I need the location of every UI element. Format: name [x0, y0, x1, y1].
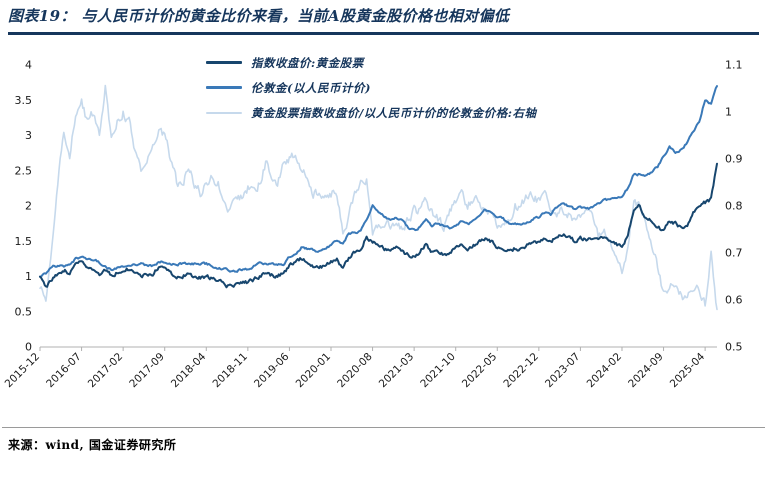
- left-axis-tick-label: 3: [25, 129, 32, 142]
- source-divider: [2, 426, 765, 428]
- x-axis-tick-label: 2019-06: [252, 350, 292, 390]
- legend-line-swatch: [206, 61, 242, 64]
- left-axis-tick-label: 0: [25, 340, 32, 353]
- chart-legend: 指数收盘价:黄金股票 伦敦金(以人民币计价) 黄金股票指数收盘价/以人民币计价的伦敦…: [206, 55, 536, 121]
- right-axis-tick-label: 0.9: [725, 152, 743, 165]
- left-axis-tick-label: 2.5: [15, 164, 33, 177]
- x-axis-tick-label: 2017-02: [86, 350, 126, 390]
- legend-item-gold-stock-index: 指数收盘价:黄金股票: [206, 55, 536, 71]
- x-axis-tick-label: 2016-07: [44, 350, 84, 390]
- left-axis-tick-label: 3.5: [15, 93, 33, 106]
- left-axis-tick-label: 2: [25, 199, 32, 212]
- x-axis-tick-label: 2015-12: [3, 350, 43, 390]
- legend-label: 指数收盘价:黄金股票: [251, 55, 364, 70]
- series-line-ratio-right-axis: [39, 84, 718, 310]
- x-axis-tick-label: 2021-03: [377, 350, 417, 390]
- chart-canvas: 4 3.5 3 2.5 2 1.5 1 0.5 0 1.1 1 0.9 0.8 0.7 0.6 0.5 2015…: [3, 58, 743, 390]
- right-axis-tick-label: 1: [725, 105, 732, 118]
- x-axis-tick-label: 2024-09: [626, 350, 666, 390]
- x-axis-tick-label: 2023-07: [543, 350, 583, 390]
- legend-label: 伦敦金(以人民币计价): [251, 80, 371, 95]
- x-axis-tick-label: 2017-09: [127, 350, 167, 390]
- right-axis-tick-label: 0.7: [725, 246, 743, 259]
- x-axis-tick-label: 2025-04: [668, 350, 708, 390]
- legend-line-swatch: [206, 111, 242, 114]
- left-axis-tick-label: 1: [25, 270, 32, 283]
- right-axis-tick-label: 0.8: [725, 199, 743, 212]
- x-axis-tick-label: 2020-08: [335, 350, 375, 390]
- x-axis-tick-label: 2020-01: [294, 350, 334, 390]
- legend-line-swatch: [206, 86, 242, 89]
- series-line-gold-stock-index: [39, 162, 718, 288]
- x-axis-tick-label: 2018-11: [210, 350, 250, 390]
- figure-title: 图表19： 与人民币计价的黄金比价来看，当前A股黄金股价格也相对偏低: [8, 7, 510, 25]
- title-underline-rule: [8, 31, 759, 35]
- left-axis-tick-label: 4: [25, 58, 32, 71]
- legend-item-ratio-right-axis: 黄金股票指数收盘价/以人民币计价的伦敦金价格:右轴: [206, 105, 536, 121]
- legend-item-london-gold-rmb: 伦敦金(以人民币计价): [206, 80, 536, 96]
- right-axis-tick-label: 0.5: [725, 340, 743, 353]
- left-axis-tick-label: 1.5: [15, 234, 33, 247]
- x-axis-tick-label: 2022-05: [460, 350, 500, 390]
- right-axis-tick-label: 1.1: [725, 58, 743, 71]
- x-axis-tick-label: 2021-10: [418, 350, 458, 390]
- x-axis-tick-label: 2022-12: [501, 350, 541, 390]
- right-axis-tick-label: 0.6: [725, 293, 743, 306]
- x-axis-tick-label: 2024-02: [585, 350, 625, 390]
- line-chart: 4 3.5 3 2.5 2 1.5 1 0.5 0 1.1 1 0.9 0.8 0.7 0.6 0.5 2015…: [0, 35, 767, 427]
- page-root: 图表19： 与人民币计价的黄金比价来看，当前A股黄金股价格也相对偏低 4 3.5 3…: [0, 0, 767, 452]
- source-note: 来源：wind, 国金证券研究所: [8, 437, 177, 452]
- legend-label: 黄金股票指数收盘价/以人民币计价的伦敦金价格:右轴: [251, 105, 537, 120]
- series-line-london-gold-rmb: [39, 84, 718, 278]
- figure-header: 图表19： 与人民币计价的黄金比价来看，当前A股黄金股价格也相对偏低: [0, 0, 767, 35]
- left-axis-tick-label: 0.5: [15, 305, 33, 318]
- x-axis-tick-label: 2018-04: [169, 350, 209, 390]
